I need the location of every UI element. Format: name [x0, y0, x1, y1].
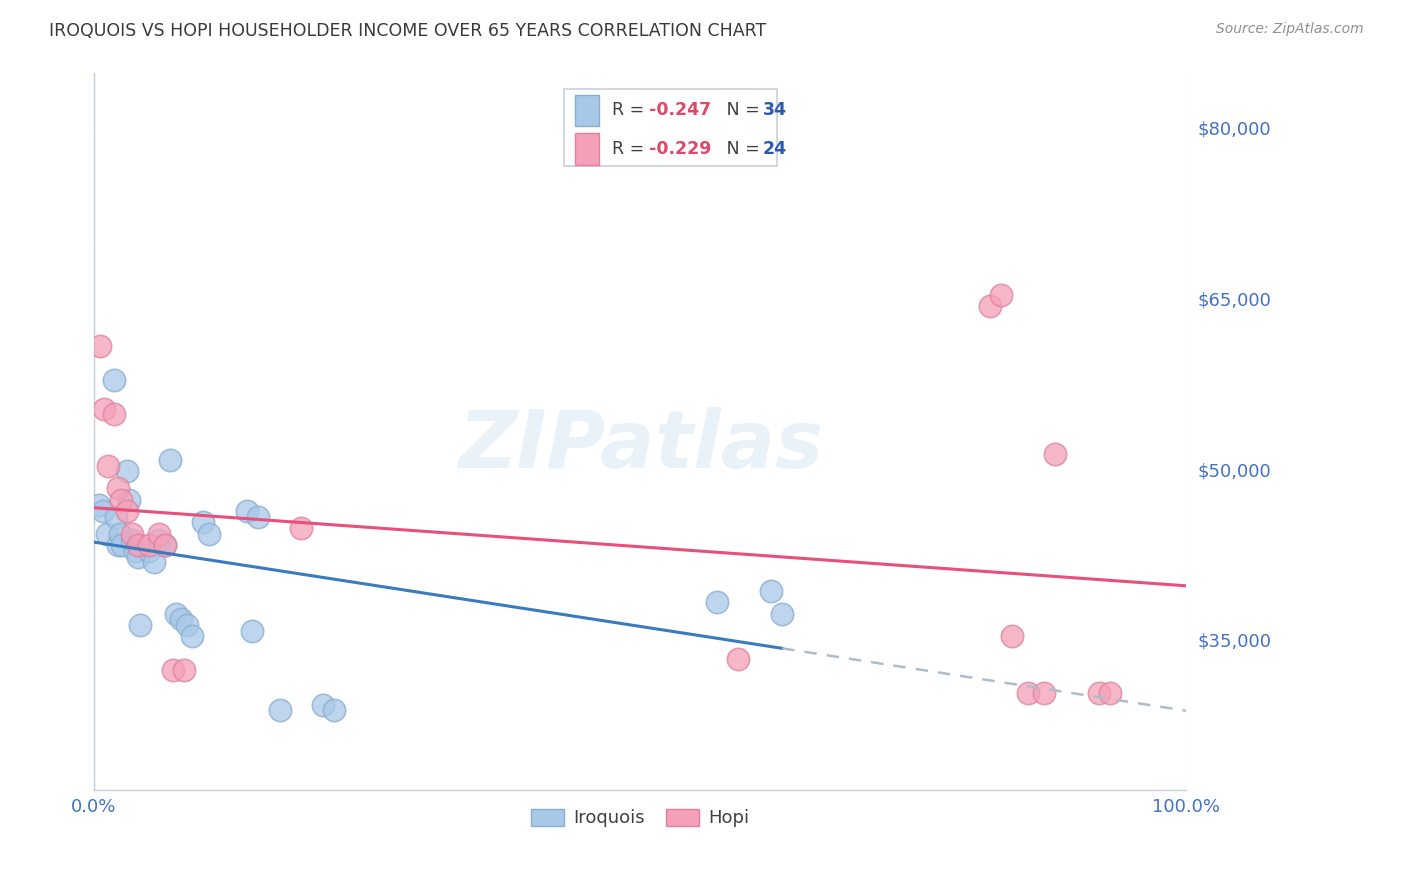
- Text: IROQUOIS VS HOPI HOUSEHOLDER INCOME OVER 65 YEARS CORRELATION CHART: IROQUOIS VS HOPI HOUSEHOLDER INCOME OVER…: [49, 22, 766, 40]
- Point: [176, 618, 198, 632]
- Point: [138, 544, 160, 558]
- Point: [290, 521, 312, 535]
- Point: [89, 499, 111, 513]
- Point: [170, 612, 193, 626]
- Point: [153, 538, 176, 552]
- Point: [148, 533, 170, 547]
- Text: 34: 34: [762, 102, 786, 120]
- Point: [236, 504, 259, 518]
- FancyBboxPatch shape: [575, 134, 599, 165]
- Point: [143, 555, 166, 569]
- Point: [197, 527, 219, 541]
- Point: [269, 703, 291, 717]
- Point: [979, 299, 1001, 313]
- Text: -0.247: -0.247: [650, 102, 711, 120]
- Text: ZIPatlas: ZIPatlas: [458, 407, 823, 484]
- Point: [159, 453, 181, 467]
- Point: [91, 504, 114, 518]
- Text: $65,000: $65,000: [1198, 292, 1271, 310]
- Point: [103, 408, 125, 422]
- Point: [240, 624, 263, 638]
- Text: $35,000: $35,000: [1198, 633, 1271, 651]
- Point: [93, 401, 115, 416]
- Point: [104, 509, 127, 524]
- Point: [323, 703, 346, 717]
- Point: [121, 533, 143, 547]
- Point: [153, 538, 176, 552]
- Point: [727, 652, 749, 666]
- Point: [162, 664, 184, 678]
- Point: [1088, 686, 1111, 700]
- Point: [148, 527, 170, 541]
- Point: [770, 607, 793, 621]
- Point: [107, 538, 129, 552]
- Point: [127, 549, 149, 564]
- Point: [312, 698, 335, 712]
- Point: [246, 509, 269, 524]
- Point: [173, 664, 195, 678]
- Point: [124, 544, 146, 558]
- Point: [110, 492, 132, 507]
- Text: Source: ZipAtlas.com: Source: ZipAtlas.com: [1216, 22, 1364, 37]
- Point: [181, 629, 204, 643]
- Text: 24: 24: [762, 140, 786, 158]
- Point: [128, 618, 150, 632]
- Point: [1000, 629, 1022, 643]
- Point: [115, 504, 138, 518]
- Point: [107, 481, 129, 495]
- Text: N =: N =: [710, 102, 765, 120]
- Point: [1045, 447, 1067, 461]
- Point: [115, 464, 138, 478]
- Point: [97, 458, 120, 473]
- Point: [193, 516, 215, 530]
- Point: [111, 538, 134, 552]
- Point: [706, 595, 728, 609]
- Legend: Iroquois, Hopi: Iroquois, Hopi: [524, 801, 756, 835]
- Point: [118, 492, 141, 507]
- Text: R =: R =: [612, 102, 650, 120]
- Point: [103, 373, 125, 387]
- FancyBboxPatch shape: [564, 88, 776, 166]
- Text: R =: R =: [612, 140, 650, 158]
- Point: [89, 339, 111, 353]
- Point: [1098, 686, 1121, 700]
- Point: [761, 583, 783, 598]
- Point: [108, 527, 131, 541]
- Text: -0.229: -0.229: [650, 140, 711, 158]
- Text: N =: N =: [710, 140, 765, 158]
- Point: [138, 538, 160, 552]
- Text: $80,000: $80,000: [1198, 121, 1271, 139]
- Point: [1033, 686, 1056, 700]
- Point: [127, 538, 149, 552]
- FancyBboxPatch shape: [575, 95, 599, 126]
- Point: [96, 527, 118, 541]
- Point: [121, 527, 143, 541]
- Text: $50,000: $50,000: [1198, 462, 1271, 480]
- Point: [165, 607, 187, 621]
- Point: [1017, 686, 1039, 700]
- Point: [990, 288, 1012, 302]
